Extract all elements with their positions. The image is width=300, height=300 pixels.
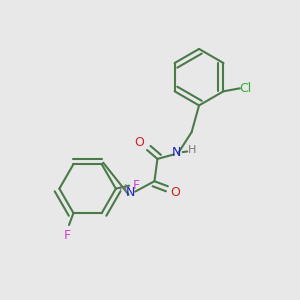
Text: N: N [126,186,135,199]
Text: H: H [119,184,128,194]
Text: F: F [64,229,71,242]
Text: F: F [133,179,140,192]
Text: Cl: Cl [240,82,252,95]
Text: H: H [188,145,196,155]
Text: O: O [135,136,145,149]
Text: O: O [170,186,180,199]
Text: N: N [172,146,182,159]
